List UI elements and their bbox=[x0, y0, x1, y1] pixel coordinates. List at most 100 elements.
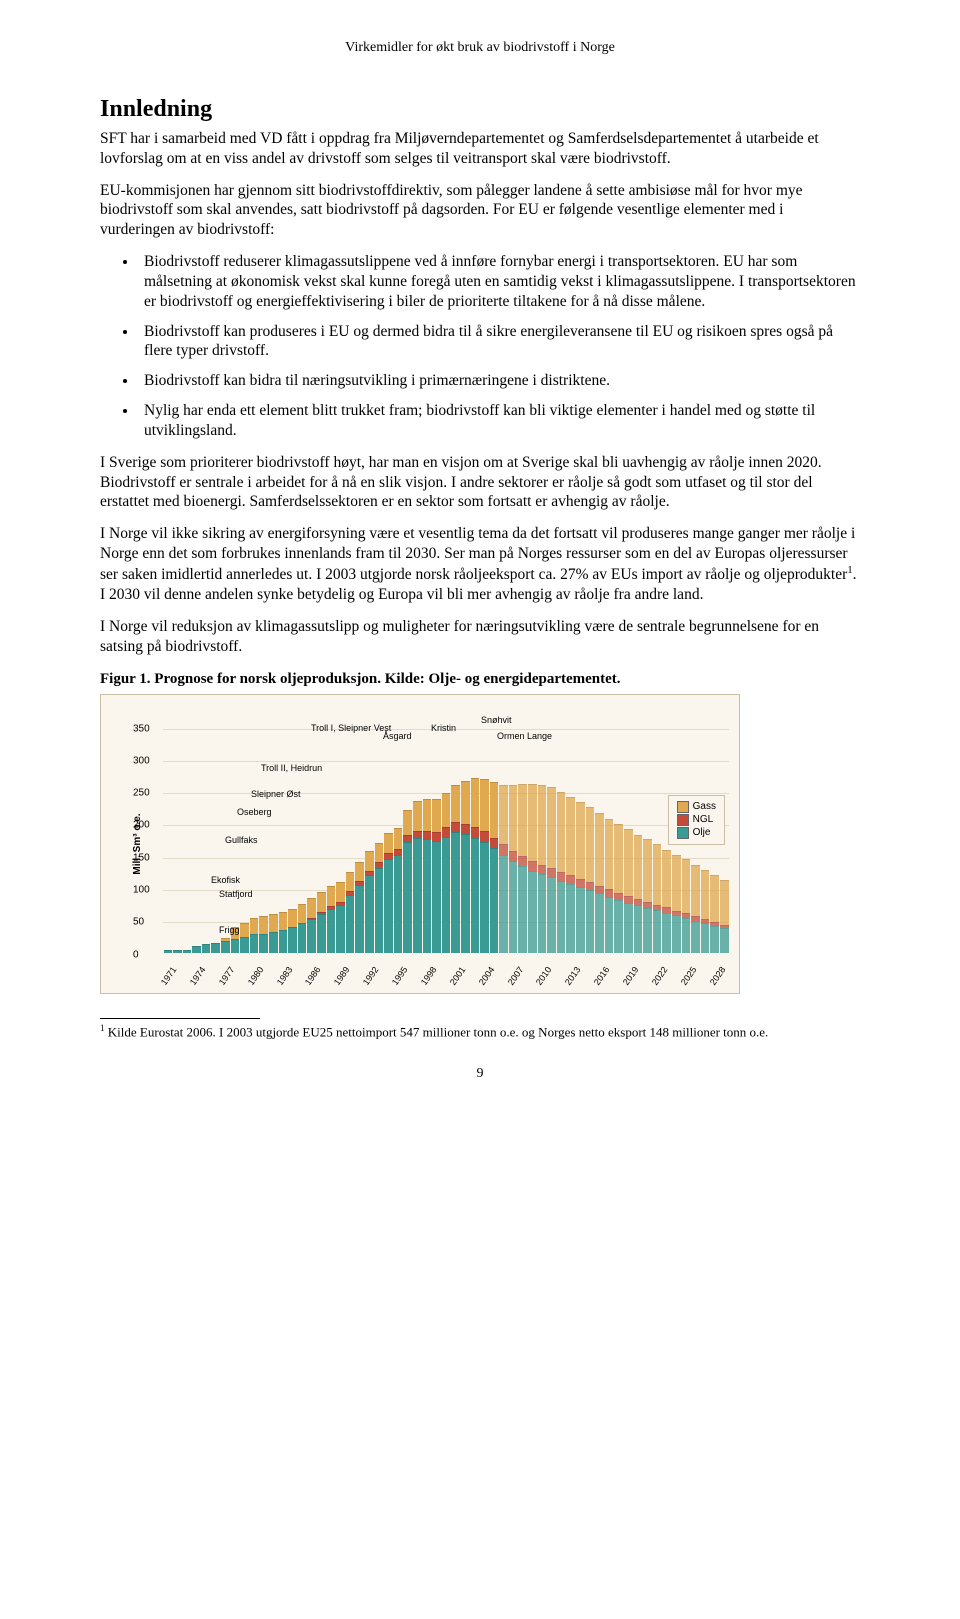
bar-segment bbox=[672, 911, 681, 916]
bar-column bbox=[672, 855, 681, 953]
bar-column bbox=[442, 793, 451, 953]
y-tick: 350 bbox=[133, 723, 150, 734]
x-tick-label: 1986 bbox=[303, 964, 323, 986]
figure-caption: Figur 1. Prognose for norsk oljeproduksj… bbox=[100, 670, 860, 689]
bar-segment bbox=[355, 862, 364, 881]
bar-segment bbox=[317, 892, 326, 912]
bar-column bbox=[202, 944, 211, 952]
bar-segment bbox=[595, 886, 604, 893]
bar-segment bbox=[662, 907, 671, 913]
bar-segment bbox=[653, 910, 662, 952]
x-tick-label: 1998 bbox=[419, 964, 439, 986]
bar-segment bbox=[202, 944, 211, 952]
x-tick-label: 1971 bbox=[159, 964, 179, 986]
bar-column bbox=[576, 802, 585, 953]
bar-segment bbox=[634, 899, 643, 905]
bar-segment bbox=[403, 835, 412, 842]
bar-segment bbox=[509, 785, 518, 851]
bar-segment bbox=[566, 797, 575, 875]
bar-column bbox=[471, 778, 480, 953]
bar-column bbox=[490, 782, 499, 953]
list-item: Biodrivstoff kan bidra til næringsutvikl… bbox=[138, 371, 860, 391]
bar-segment bbox=[653, 844, 662, 904]
oil-production-chart: Mill. Sm³ o.e.05010015020025030035019711… bbox=[100, 694, 740, 994]
bar-segment bbox=[490, 838, 499, 849]
field-label: Sleipner Øst bbox=[251, 789, 301, 799]
x-tick-label: 2025 bbox=[679, 964, 699, 986]
paragraph-norway-2: I Norge vil reduksjon av klimagassutslip… bbox=[100, 617, 860, 657]
bar-segment bbox=[653, 905, 662, 911]
bar-segment bbox=[576, 879, 585, 887]
y-tick: 0 bbox=[133, 949, 139, 960]
bar-segment bbox=[528, 871, 537, 953]
bar-column bbox=[432, 799, 441, 953]
bar-segment bbox=[394, 828, 403, 848]
field-label: Gullfaks bbox=[225, 835, 258, 845]
y-tick: 250 bbox=[133, 788, 150, 799]
bars-container bbox=[163, 713, 729, 953]
bar-segment bbox=[298, 923, 307, 952]
bar-column bbox=[394, 828, 403, 952]
legend-item: Olje bbox=[677, 827, 716, 839]
bar-column bbox=[384, 833, 393, 952]
bar-segment bbox=[451, 785, 460, 822]
x-tick-label: 1983 bbox=[274, 964, 294, 986]
x-tick-label: 2010 bbox=[534, 964, 554, 986]
bar-segment bbox=[471, 778, 480, 827]
section-title: Innledning bbox=[100, 96, 860, 123]
bar-column bbox=[346, 872, 355, 952]
bar-segment bbox=[720, 925, 729, 929]
bar-segment bbox=[538, 785, 547, 865]
bar-column bbox=[423, 799, 432, 952]
bar-column bbox=[634, 835, 643, 953]
bar-column bbox=[710, 875, 719, 953]
x-tick-label: 2007 bbox=[505, 964, 525, 986]
bar-segment bbox=[643, 908, 652, 953]
bar-segment bbox=[288, 927, 297, 953]
x-tick-label: 2001 bbox=[448, 964, 468, 986]
bar-segment bbox=[279, 930, 288, 952]
bar-segment bbox=[231, 939, 240, 952]
bar-column bbox=[451, 785, 460, 953]
bar-segment bbox=[279, 912, 288, 930]
bar-segment bbox=[499, 785, 508, 844]
bar-segment bbox=[710, 926, 719, 953]
bar-column bbox=[307, 898, 316, 953]
bar-segment bbox=[499, 844, 508, 855]
x-tick-label: 1992 bbox=[361, 964, 381, 986]
bar-segment bbox=[413, 801, 422, 831]
bar-segment bbox=[221, 941, 230, 952]
bar-segment bbox=[346, 895, 355, 953]
bar-segment bbox=[605, 889, 614, 896]
bar-segment bbox=[662, 913, 671, 953]
bar-column bbox=[624, 829, 633, 953]
bar-column bbox=[211, 943, 220, 953]
bar-column bbox=[336, 882, 345, 952]
bar-segment bbox=[710, 875, 719, 922]
bar-segment bbox=[375, 868, 384, 953]
field-label: Åsgard bbox=[383, 731, 412, 741]
y-tick: 100 bbox=[133, 885, 150, 896]
bar-segment bbox=[423, 799, 432, 830]
field-label: Oseberg bbox=[237, 807, 272, 817]
bar-segment bbox=[490, 848, 499, 952]
field-label: Frigg bbox=[219, 925, 240, 935]
bullet-list: Biodrivstoff reduserer klimagassutslippe… bbox=[100, 252, 860, 441]
bar-segment bbox=[624, 829, 633, 896]
bar-column bbox=[259, 916, 268, 953]
footnote-separator bbox=[100, 1018, 260, 1019]
bar-segment bbox=[576, 802, 585, 879]
bar-segment bbox=[576, 887, 585, 953]
bar-segment bbox=[624, 896, 633, 903]
bar-column bbox=[605, 819, 614, 953]
bar-segment bbox=[691, 865, 700, 916]
bar-segment bbox=[662, 850, 671, 908]
bar-segment bbox=[269, 914, 278, 932]
x-tick-label: 2019 bbox=[621, 964, 641, 986]
bar-segment bbox=[528, 861, 537, 871]
plot-area bbox=[163, 713, 729, 953]
bar-segment bbox=[327, 909, 336, 953]
bar-segment bbox=[461, 834, 470, 952]
bar-segment bbox=[720, 880, 729, 925]
bar-segment bbox=[509, 861, 518, 952]
